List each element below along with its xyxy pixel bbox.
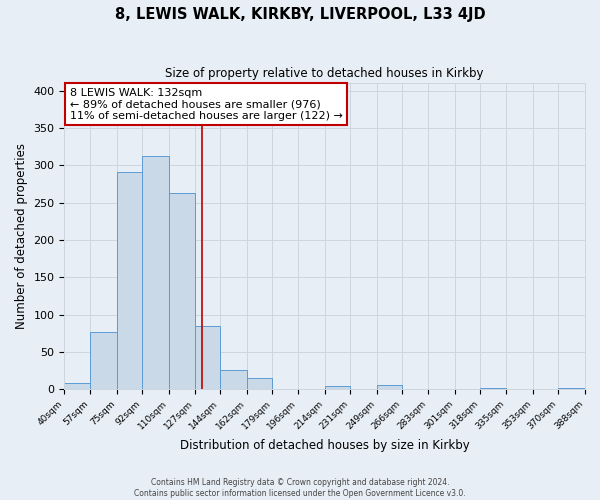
Text: Contains HM Land Registry data © Crown copyright and database right 2024.
Contai: Contains HM Land Registry data © Crown c… xyxy=(134,478,466,498)
Bar xyxy=(169,193,194,390)
Y-axis label: Number of detached properties: Number of detached properties xyxy=(15,143,28,329)
Bar xyxy=(325,386,350,390)
Bar xyxy=(194,326,220,390)
Text: 8 LEWIS WALK: 132sqm
← 89% of detached houses are smaller (976)
11% of semi-deta: 8 LEWIS WALK: 132sqm ← 89% of detached h… xyxy=(70,88,343,121)
Bar xyxy=(377,385,403,390)
Text: 8, LEWIS WALK, KIRKBY, LIVERPOOL, L33 4JD: 8, LEWIS WALK, KIRKBY, LIVERPOOL, L33 4J… xyxy=(115,8,485,22)
Bar xyxy=(142,156,169,390)
Title: Size of property relative to detached houses in Kirkby: Size of property relative to detached ho… xyxy=(166,68,484,80)
Bar xyxy=(64,384,90,390)
Bar xyxy=(90,332,117,390)
Bar xyxy=(480,388,506,390)
Bar xyxy=(117,172,142,390)
Bar xyxy=(558,388,585,390)
Bar xyxy=(247,378,272,390)
Bar xyxy=(220,370,247,390)
X-axis label: Distribution of detached houses by size in Kirkby: Distribution of detached houses by size … xyxy=(180,440,470,452)
